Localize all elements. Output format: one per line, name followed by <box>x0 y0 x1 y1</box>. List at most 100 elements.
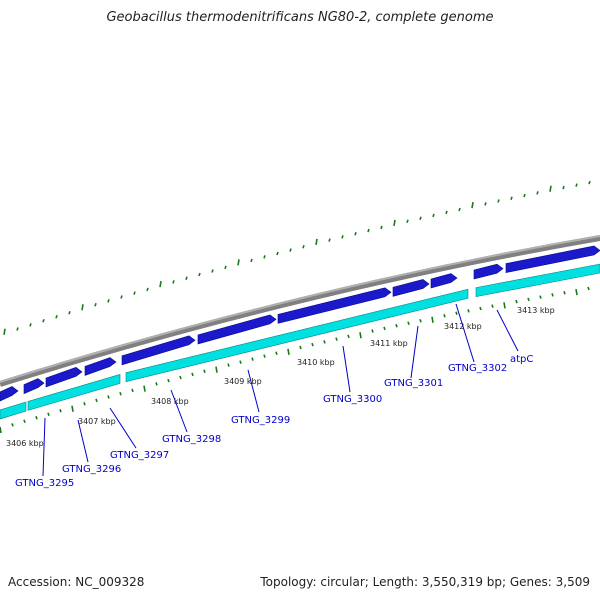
tick-mark <box>549 185 552 192</box>
tick-mark <box>120 295 123 299</box>
tick-mark <box>0 426 2 434</box>
tick-mark <box>23 419 26 424</box>
gene-leaders <box>42 303 519 477</box>
tick-mark <box>328 238 331 242</box>
tick-mark <box>263 255 266 259</box>
tick-mark <box>588 180 591 185</box>
gene-label[interactable]: GTNG_3296 <box>62 464 121 475</box>
inner-ticks <box>0 286 590 434</box>
tick-mark <box>367 228 370 233</box>
tick-mark <box>562 185 565 190</box>
tick-mark <box>503 302 506 309</box>
tick-mark <box>371 329 374 333</box>
tick-mark <box>119 391 122 396</box>
tick-mark <box>491 304 494 308</box>
reverse-genes <box>0 263 600 420</box>
tick-mark <box>172 280 175 284</box>
tick-mark <box>536 191 539 195</box>
forward-gene-arrow <box>197 314 277 345</box>
tick-mark <box>107 395 110 399</box>
tick-mark <box>155 382 158 386</box>
tick-mark <box>523 193 526 198</box>
genome-backbone <box>0 235 600 387</box>
forward-gene-arrow <box>392 279 430 297</box>
tick-mark <box>276 251 279 256</box>
tick-mark <box>419 318 422 323</box>
tick-mark <box>383 326 386 331</box>
gene-label[interactable]: GTNG_3297 <box>110 450 169 461</box>
tick-mark <box>143 385 146 392</box>
kbp-label: 3411 kbp <box>370 339 408 348</box>
tick-mark <box>458 207 461 212</box>
tick-mark <box>551 293 554 297</box>
tick-mark <box>263 354 266 358</box>
tick-mark <box>81 304 84 311</box>
tick-mark <box>250 258 253 263</box>
tick-mark <box>471 202 474 209</box>
tick-mark <box>419 216 422 221</box>
tick-mark <box>179 375 182 380</box>
tick-mark <box>354 231 357 236</box>
tick-mark <box>68 310 71 315</box>
tick-mark <box>479 306 482 311</box>
tick-mark <box>484 202 487 206</box>
tick-mark <box>431 316 434 323</box>
forward-genes <box>0 245 600 402</box>
tick-mark <box>539 295 542 299</box>
tick-mark <box>3 328 6 335</box>
tick-mark <box>251 357 254 361</box>
gene-label[interactable]: GTNG_3295 <box>15 478 74 489</box>
reverse-gene-block <box>125 288 469 383</box>
forward-gene-arrow <box>0 386 19 402</box>
forward-gene-arrow <box>473 263 504 280</box>
tick-mark <box>299 345 302 350</box>
genome-summary-text: Topology: circular; Length: 3,550,319 bp… <box>260 575 590 589</box>
tick-mark <box>198 272 201 277</box>
reverse-gene-block <box>0 401 27 420</box>
tick-mark <box>131 388 134 393</box>
tick-mark <box>59 408 62 413</box>
map-title: Geobacillus thermodenitrificans NG80-2, … <box>106 10 494 25</box>
tick-mark <box>467 309 470 313</box>
kbp-label: 3410 kbp <box>297 358 335 367</box>
gene-label[interactable]: GTNG_3302 <box>448 363 507 374</box>
kbp-label: 3408 kbp <box>151 397 189 406</box>
tick-mark <box>443 313 446 318</box>
tick-mark <box>287 348 290 355</box>
tick-mark <box>407 321 410 325</box>
reverse-gene-block <box>27 373 121 411</box>
tick-mark <box>302 244 305 249</box>
tick-mark <box>71 405 74 412</box>
tick-mark <box>239 360 242 364</box>
tick-mark <box>133 291 136 295</box>
outer-ticks <box>3 180 591 335</box>
tick-mark <box>47 412 50 416</box>
tick-mark <box>380 225 383 230</box>
gene-label[interactable]: GTNG_3300 <box>323 394 382 405</box>
tick-mark <box>341 235 344 239</box>
tick-mark <box>55 314 58 319</box>
tick-mark <box>289 248 292 252</box>
gene-label[interactable]: GTNG_3298 <box>162 434 221 445</box>
tick-mark <box>315 238 318 246</box>
tick-mark <box>185 276 188 280</box>
tick-mark <box>227 363 230 367</box>
tick-mark <box>445 210 448 215</box>
tick-mark <box>95 398 98 403</box>
forward-gene-arrow <box>23 378 45 395</box>
tick-mark <box>510 196 513 201</box>
tick-mark <box>575 183 578 187</box>
gene-label[interactable]: GTNG_3301 <box>384 378 443 389</box>
forward-gene-arrow <box>45 366 83 388</box>
tick-mark <box>393 219 396 226</box>
tick-mark <box>563 291 566 295</box>
tick-mark <box>406 219 409 224</box>
tick-mark <box>83 402 86 406</box>
gene-label[interactable]: atpC <box>510 354 533 365</box>
tick-mark <box>203 369 206 373</box>
tick-mark <box>335 337 338 341</box>
forward-gene-arrow <box>505 245 600 273</box>
tick-mark <box>323 340 326 344</box>
gene-label[interactable]: GTNG_3299 <box>231 415 290 426</box>
